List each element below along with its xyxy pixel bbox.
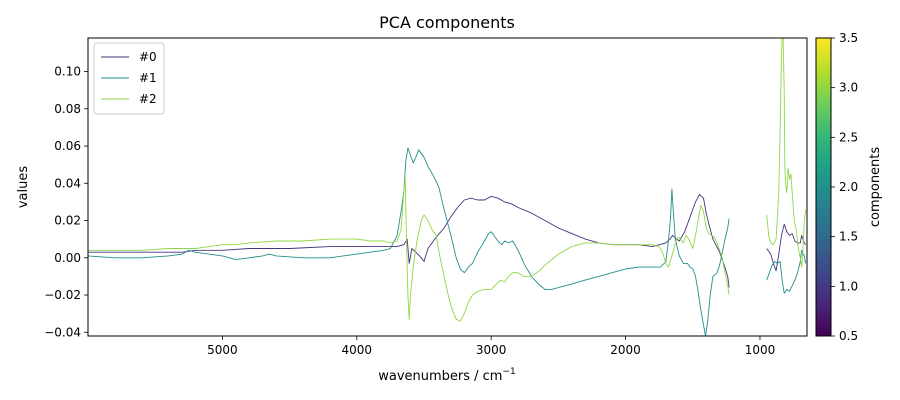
x-tick-label-1: 4000 (342, 343, 373, 357)
y-tick-label-5: 0.06 (54, 139, 81, 153)
series-lines (88, 38, 807, 336)
y-tick-label-7: 0.10 (54, 65, 81, 79)
colorbar-tick-label-5: 3.0 (839, 81, 858, 95)
colorbar-tick-label-6: 3.5 (839, 31, 858, 45)
colorbar (816, 38, 831, 336)
y-tick-label-6: 0.08 (54, 102, 81, 116)
y-axis: −0.04 −0.02 0.00 0.02 0.04 0.06 0.08 0.10 (44, 65, 88, 339)
chart-title: PCA components (379, 13, 515, 32)
legend-label-2: #2 (139, 92, 157, 106)
x-tick-label-3: 2000 (610, 343, 641, 357)
x-tick-label-0: 5000 (207, 343, 238, 357)
series-line-2-segment-1 (766, 38, 807, 268)
legend-label-1: #1 (139, 71, 157, 85)
y-axis-label: values (16, 166, 31, 209)
y-tick-label-4: 0.04 (54, 176, 81, 190)
y-tick-label-3: 0.02 (54, 214, 81, 228)
series-line-0-segment-0 (88, 193, 730, 288)
colorbar-axis: 0.5 1.0 1.5 2.0 2.5 3.0 3.5 (831, 31, 858, 343)
series-line-2-segment-0 (88, 177, 730, 322)
y-tick-label-1: −0.02 (44, 288, 81, 302)
x-axis: 5000 4000 3000 2000 1000 (207, 336, 775, 357)
colorbar-tick-label-0: 0.5 (839, 329, 858, 343)
legend: #0 #1 #2 (93, 42, 165, 115)
colorbar-label: components (868, 147, 883, 228)
x-axis-label: wavenumbers / cm−1 (378, 367, 516, 384)
colorbar-tick-label-2: 1.5 (839, 230, 858, 244)
y-tick-label-0: −0.04 (44, 325, 81, 339)
series-line-0-segment-1 (766, 223, 807, 272)
y-tick-label-2: 0.00 (54, 251, 81, 265)
x-axis-label-superscript: −1 (502, 367, 515, 377)
colorbar-tick-label-1: 1.0 (839, 279, 858, 293)
x-tick-label-4: 1000 (745, 343, 776, 357)
colorbar-tick-label-3: 2.0 (839, 180, 858, 194)
colorbar-tick-label-4: 2.5 (839, 130, 858, 144)
series-line-1-segment-0 (88, 147, 730, 336)
plot-frame (87, 37, 808, 337)
x-axis-label-main: wavenumbers / cm (378, 369, 502, 384)
legend-label-0: #0 (139, 50, 157, 64)
x-tick-label-2: 3000 (476, 343, 507, 357)
